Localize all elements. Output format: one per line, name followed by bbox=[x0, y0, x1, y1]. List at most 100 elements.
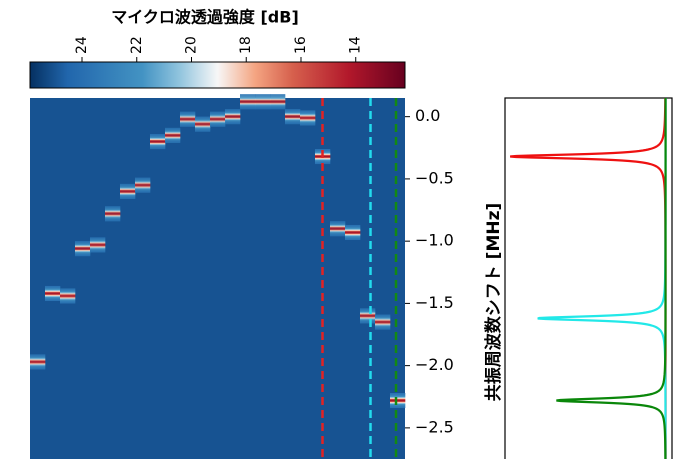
heat-cell bbox=[330, 232, 346, 234]
heat-cell bbox=[90, 241, 106, 243]
heat-cell bbox=[345, 227, 361, 229]
heat-cell bbox=[30, 354, 46, 356]
heat-cell bbox=[120, 196, 136, 198]
heat-cell bbox=[240, 106, 256, 108]
heat-cell bbox=[210, 115, 226, 117]
colorbar-tick-label: 20 bbox=[183, 36, 199, 54]
heat-cell bbox=[390, 400, 406, 403]
heat-cell bbox=[135, 180, 151, 182]
heat-cell bbox=[300, 116, 316, 118]
heat-cell bbox=[225, 117, 241, 119]
heat-cell bbox=[150, 139, 166, 141]
heat-cell bbox=[150, 146, 166, 148]
heat-cell bbox=[330, 224, 346, 226]
heat-cell bbox=[345, 230, 361, 232]
heat-cell bbox=[120, 189, 136, 191]
heat-cell bbox=[300, 119, 316, 121]
heat-cell bbox=[375, 327, 391, 329]
heat-cell bbox=[330, 222, 346, 224]
heat-cell bbox=[135, 186, 151, 188]
heat-cell bbox=[165, 134, 181, 136]
heat-cell bbox=[270, 100, 286, 102]
heat-cell bbox=[285, 115, 301, 117]
heat-cell bbox=[225, 116, 241, 118]
heat-cell bbox=[30, 368, 46, 370]
heat-cell bbox=[240, 97, 256, 99]
heat-cell bbox=[270, 105, 286, 107]
heat-cell bbox=[300, 123, 316, 125]
heat-cell bbox=[225, 119, 241, 121]
heat-cell bbox=[45, 290, 61, 292]
heat-cell bbox=[165, 128, 181, 130]
heat-cell bbox=[375, 318, 391, 320]
heat-cell bbox=[390, 403, 406, 406]
heat-cell bbox=[360, 317, 376, 319]
heat-cell bbox=[105, 217, 121, 219]
heat-cell bbox=[330, 227, 346, 229]
heat-cell bbox=[60, 296, 76, 298]
heat-cell bbox=[195, 120, 211, 122]
heat-cell bbox=[330, 235, 346, 237]
heat-cell bbox=[255, 103, 271, 105]
heat-cell bbox=[195, 126, 211, 128]
heat-cell bbox=[210, 121, 226, 123]
heat-cell bbox=[135, 188, 151, 190]
heat-cell bbox=[105, 216, 121, 218]
heat-cell bbox=[90, 245, 106, 247]
heat-cell bbox=[240, 94, 256, 96]
heat-cell bbox=[105, 213, 121, 215]
heat-cell bbox=[120, 186, 136, 188]
heat-cell bbox=[90, 249, 106, 251]
heat-cell bbox=[240, 96, 256, 98]
heat-cell bbox=[300, 114, 316, 116]
heat-cell bbox=[285, 111, 301, 113]
heat-cell bbox=[180, 120, 196, 122]
heat-cell bbox=[375, 322, 391, 324]
heat-cell bbox=[255, 108, 271, 110]
heat-cell bbox=[240, 99, 256, 101]
heat-cell bbox=[195, 124, 211, 126]
heat-cell bbox=[90, 239, 106, 241]
heat-cell bbox=[45, 296, 61, 298]
heat-cell bbox=[195, 119, 211, 121]
heat-cell bbox=[165, 133, 181, 135]
heat-cell bbox=[30, 358, 46, 360]
heat-cell bbox=[375, 324, 391, 326]
heat-cell bbox=[90, 251, 106, 253]
heat-cell bbox=[240, 107, 256, 109]
heat-cell bbox=[240, 95, 256, 97]
heat-cell bbox=[225, 113, 241, 115]
colorbar-title: マイクロ波透過強度 [dB] bbox=[111, 8, 299, 27]
heat-cell bbox=[135, 182, 151, 184]
heat-cell bbox=[30, 365, 46, 367]
heat-cell bbox=[45, 293, 61, 295]
heat-cell bbox=[300, 110, 316, 112]
heat-cell bbox=[180, 124, 196, 126]
heat-cell bbox=[120, 192, 136, 194]
heat-cell bbox=[375, 320, 391, 322]
heat-cell bbox=[45, 291, 61, 293]
heat-cell bbox=[180, 116, 196, 118]
heat-cell bbox=[375, 326, 391, 328]
heat-cell bbox=[390, 405, 406, 408]
heat-cell bbox=[240, 101, 256, 103]
heat-cell bbox=[135, 178, 151, 180]
heat-cell bbox=[270, 107, 286, 109]
heat-cell bbox=[165, 131, 181, 133]
heat-cell bbox=[240, 98, 256, 100]
heat-cell bbox=[90, 250, 106, 252]
y-tick-label: −2.5 bbox=[415, 417, 454, 436]
heat-cell bbox=[120, 193, 136, 195]
heat-cell bbox=[255, 100, 271, 102]
heat-cell bbox=[135, 183, 151, 185]
heat-cell bbox=[120, 194, 136, 196]
heat-cell bbox=[90, 247, 106, 249]
heat-cell bbox=[360, 312, 376, 314]
heat-cell bbox=[375, 323, 391, 325]
heat-cell bbox=[150, 138, 166, 140]
side-panel-frame bbox=[504, 97, 673, 459]
heat-cell bbox=[30, 366, 46, 368]
heat-cell bbox=[60, 300, 76, 302]
heat-cell bbox=[30, 356, 46, 358]
